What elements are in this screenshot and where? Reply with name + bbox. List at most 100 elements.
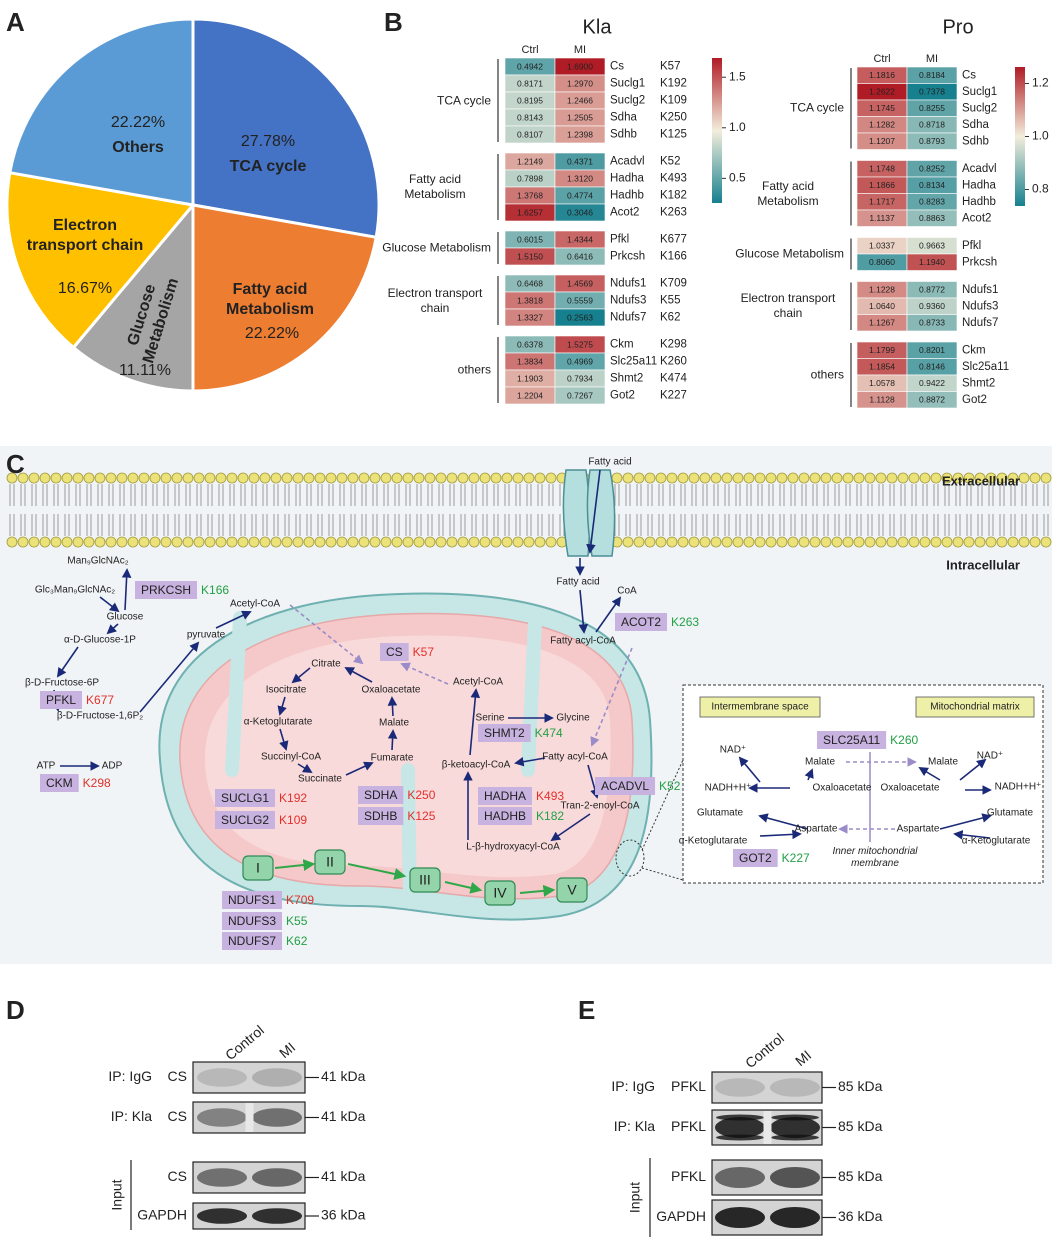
cell-value-label: 0.6468	[517, 278, 543, 288]
cell-value-label: 1.1903	[517, 373, 543, 383]
cell-value-label: 0.8252	[919, 164, 945, 174]
lipid-head	[171, 536, 183, 548]
metabolite-label: α-Ketoglutarate	[962, 836, 1031, 847]
lipid-head	[6, 536, 18, 548]
metabolite-label: ATP	[37, 761, 56, 772]
protein-label: NDUFS7	[228, 934, 276, 948]
pie-slice	[71, 200, 195, 393]
arrow	[56, 646, 79, 678]
heatmap-cell	[906, 253, 958, 271]
lipid-head	[39, 472, 51, 484]
protein-box	[215, 811, 276, 829]
site-label: K250	[407, 788, 435, 802]
metabolite-label: Glc₃Man₉GlcNAc₂	[35, 585, 115, 596]
lipid-head	[281, 472, 293, 484]
complex-label: III	[419, 872, 431, 888]
cell-value-label: 0.6416	[567, 251, 593, 261]
lipid-head	[204, 536, 216, 548]
lipid-head	[17, 472, 29, 484]
cell-value-label: 0.9360	[919, 301, 945, 311]
slice-value-label: 11.11%	[119, 362, 171, 379]
lipid-head	[435, 536, 447, 548]
lipid-head	[259, 472, 271, 484]
lipid-head	[501, 472, 513, 484]
panel-label: D	[6, 995, 25, 1025]
group-label: TCA cycle	[789, 100, 844, 115]
cell-value-label: 1.2622	[869, 87, 895, 97]
protein-label: ACOT2	[621, 615, 661, 629]
zoom-region	[615, 839, 645, 877]
gene-label: Hadhb	[962, 196, 996, 208]
site-label: K298	[660, 339, 687, 351]
lipid-head	[798, 536, 810, 548]
lipid-head	[94, 536, 106, 548]
protein-label: SHMT2	[484, 726, 525, 740]
gene-label: Sdha	[962, 119, 989, 131]
lipid-head	[182, 536, 194, 548]
lipid-head	[1007, 536, 1019, 548]
heatmap-cell	[554, 308, 606, 327]
group-label: Glucose Metabolism	[382, 240, 491, 255]
arrow	[759, 829, 802, 840]
panel-label: A	[6, 7, 25, 37]
lipid-head	[952, 472, 964, 484]
lipid-head	[732, 536, 744, 548]
cell-value-label: 1.1940	[919, 257, 945, 267]
site-label: K192	[660, 78, 687, 90]
blot-band	[252, 1168, 302, 1187]
lipid-head	[248, 472, 260, 484]
group-label: Fatty acid Metabolism	[757, 178, 819, 208]
cell-value-label: 0.8134	[919, 180, 945, 190]
cell-value-label: 1.3768	[517, 190, 543, 200]
lipid-head	[941, 536, 953, 548]
arrow	[121, 568, 132, 611]
protein-box	[40, 691, 83, 709]
lane-label: Control	[742, 1030, 787, 1071]
site-label: K57	[660, 61, 680, 73]
lipid-head	[490, 536, 502, 548]
lipid-head	[886, 536, 898, 548]
heatmap-cell	[906, 209, 958, 227]
lipid-head	[655, 536, 667, 548]
metabolite-label: Isocitrate	[266, 685, 307, 696]
gene-label: Ndufs3	[962, 300, 998, 312]
cell-value-label: 1.2204	[517, 390, 543, 400]
group-label: Electron transport chain	[387, 285, 483, 315]
lipid-head	[1018, 536, 1030, 548]
arrow	[595, 596, 622, 633]
column-label: Ctrl	[521, 44, 538, 56]
lipid-head	[215, 536, 227, 548]
lipid-head	[1029, 472, 1041, 484]
complex-label: I	[256, 860, 260, 876]
blot-band	[715, 1078, 765, 1097]
lipid-head	[512, 536, 524, 548]
metabolite-label: Citrate	[311, 659, 341, 670]
protein-box	[615, 613, 668, 631]
group-label: Electron transport chain	[740, 291, 836, 321]
lipid-head	[776, 536, 788, 548]
site-label: K493	[536, 789, 564, 803]
lipid-head	[226, 472, 238, 484]
protein-label: GAPDH	[656, 1208, 706, 1224]
protein-label: NDUFS3	[228, 914, 276, 928]
lipid-head	[39, 536, 51, 548]
slice-label: Electron transport chain	[26, 217, 144, 254]
protein-label: SDHB	[364, 809, 397, 823]
lipid-head	[787, 472, 799, 484]
lipid-head	[721, 472, 733, 484]
lipid-head	[468, 472, 480, 484]
lipid-head	[336, 536, 348, 548]
blot-band	[715, 1167, 765, 1188]
lipid-head	[138, 536, 150, 548]
metabolite-label: Fumarate	[371, 753, 414, 764]
cell-value-label: 1.1128	[869, 395, 895, 405]
lipid-head	[677, 472, 689, 484]
gene-label: Ckm	[962, 344, 986, 356]
colorbar-tick-label: 1.0	[1032, 129, 1049, 143]
metabolite-label: NAD⁺	[977, 751, 1003, 762]
column-label: Ctrl	[873, 53, 890, 65]
pie-slice	[191, 17, 381, 240]
lipid-head	[897, 472, 909, 484]
lipid-head	[160, 536, 172, 548]
lipid-head	[116, 472, 128, 484]
